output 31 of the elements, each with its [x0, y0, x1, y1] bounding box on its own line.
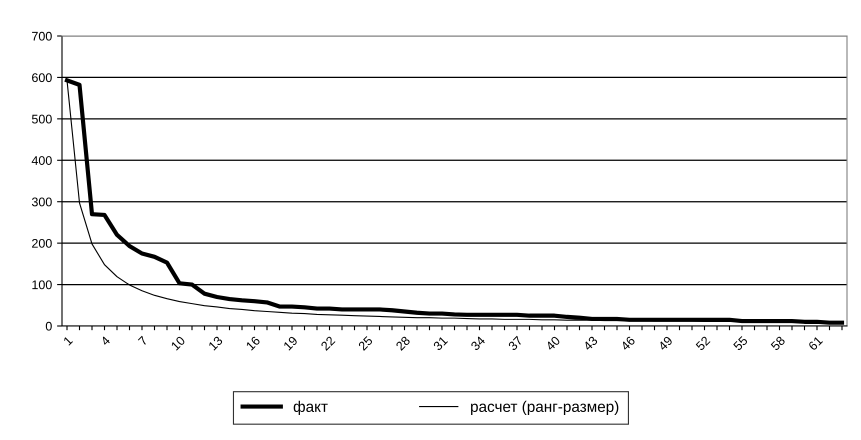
x-tick-label: 61 — [808, 336, 824, 351]
legend-label: факт — [294, 400, 328, 416]
x-tick-label: 13 — [208, 336, 224, 351]
y-tick-label: 300 — [32, 198, 52, 206]
x-tick-label: 22 — [320, 336, 336, 351]
y-tick-label: 0 — [46, 322, 52, 331]
x-tick-label: 40 — [545, 336, 561, 352]
x-tick-label: 19 — [283, 336, 298, 351]
y-tick-label: 400 — [32, 156, 52, 165]
legend-label: расчет (ранг-размер) — [471, 400, 618, 416]
x-tick-label: 25 — [358, 336, 374, 351]
x-tick-label: 49 — [658, 336, 674, 352]
x-tick-label: 52 — [695, 336, 711, 351]
x-tick-label: 4 — [100, 336, 111, 346]
x-tick-label: 55 — [732, 336, 748, 351]
x-tick-label: 37 — [508, 336, 524, 352]
y-tick-label: 100 — [32, 280, 52, 290]
x-tick-label: 16 — [246, 336, 261, 351]
x-tick-label: 1 — [63, 336, 73, 346]
x-tick-label: 34 — [470, 336, 486, 352]
y-tick-label: 700 — [32, 32, 52, 41]
x-tick-label: 28 — [395, 336, 411, 351]
x-tick-label: 7 — [138, 336, 148, 346]
y-tick-label: 600 — [32, 73, 52, 82]
x-tick-label: 31 — [432, 336, 448, 352]
x-tick-label: 46 — [620, 336, 636, 352]
y-tick-label: 500 — [32, 114, 52, 124]
y-tick-label: 200 — [32, 238, 52, 248]
x-tick-label: 10 — [170, 336, 186, 351]
x-tick-label: 43 — [582, 336, 598, 352]
x-tick-label: 58 — [770, 336, 786, 351]
